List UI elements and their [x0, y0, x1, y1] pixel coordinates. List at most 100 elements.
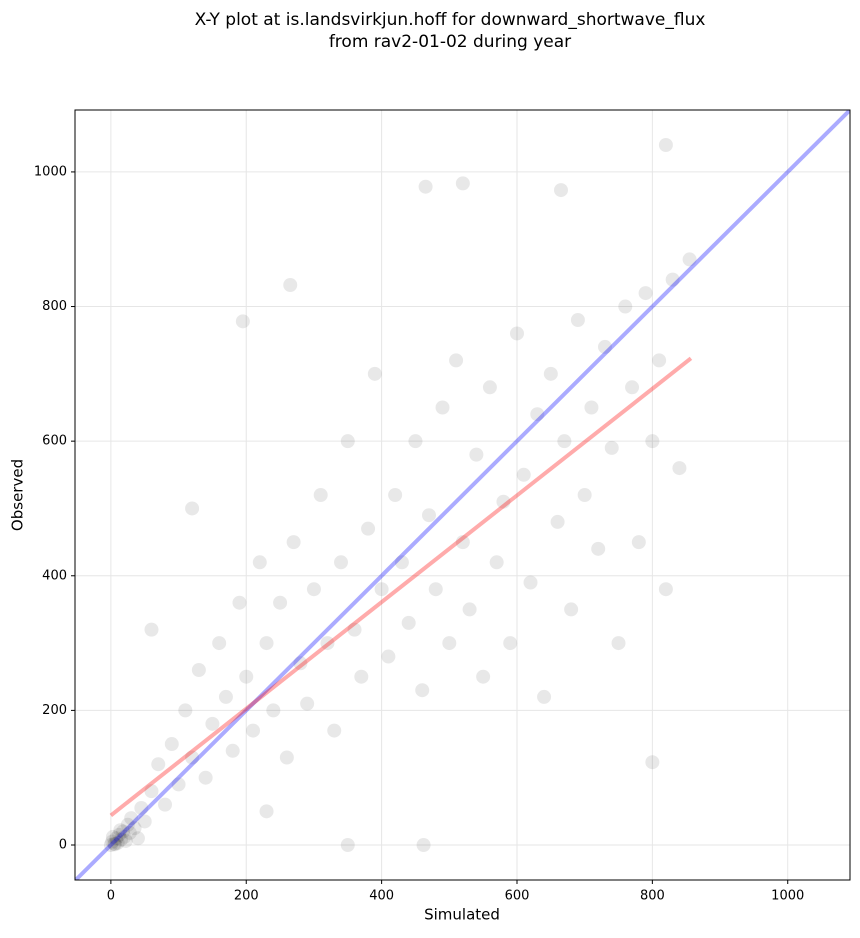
- point: [682, 252, 697, 267]
- point: [496, 494, 511, 509]
- point: [320, 636, 335, 651]
- point: [476, 669, 491, 684]
- point: [198, 770, 213, 785]
- x-tick-label: 1000: [771, 889, 804, 904]
- point: [103, 838, 118, 852]
- point: [449, 353, 464, 368]
- point: [144, 622, 159, 637]
- point: [212, 636, 227, 651]
- x-tick-label: 600: [505, 889, 530, 904]
- point: [530, 407, 545, 422]
- fit-line: [109, 356, 693, 817]
- point: [109, 831, 124, 846]
- point: [577, 488, 592, 502]
- point: [462, 602, 477, 617]
- point: [435, 400, 450, 415]
- point: [171, 777, 186, 792]
- point: [130, 831, 145, 846]
- point: [266, 703, 281, 718]
- point: [117, 829, 132, 844]
- point: [564, 602, 579, 617]
- point: [645, 434, 660, 449]
- point: [158, 797, 173, 812]
- y-tick-label: 1000: [34, 164, 67, 179]
- point: [127, 821, 142, 836]
- point: [442, 636, 457, 651]
- point: [672, 461, 687, 476]
- point: [225, 743, 240, 758]
- point: [273, 595, 288, 610]
- point: [428, 582, 443, 597]
- point: [482, 380, 497, 395]
- point: [611, 636, 626, 651]
- point: [120, 817, 135, 832]
- point: [618, 299, 633, 314]
- point: [327, 723, 342, 738]
- point: [374, 582, 389, 597]
- point: [105, 834, 120, 849]
- point: [340, 838, 355, 852]
- point: [113, 823, 128, 838]
- point: [381, 649, 396, 664]
- y-tick-label: 600: [42, 434, 67, 449]
- point: [144, 784, 159, 799]
- point: [625, 380, 640, 395]
- plot-area: [75, 110, 850, 880]
- point: [415, 683, 430, 698]
- point: [416, 838, 431, 852]
- point: [347, 622, 362, 637]
- point: [334, 555, 349, 570]
- point: [137, 814, 152, 829]
- point: [401, 615, 416, 630]
- point: [340, 434, 355, 449]
- point: [218, 689, 233, 704]
- point: [584, 400, 599, 415]
- point: [252, 555, 267, 570]
- axes-frame: [74, 109, 851, 881]
- point: [111, 827, 126, 842]
- point: [124, 811, 139, 826]
- point: [597, 339, 612, 354]
- point: [537, 689, 552, 704]
- point: [604, 440, 619, 455]
- point: [645, 755, 660, 770]
- point: [553, 183, 568, 198]
- y-tick-label: 200: [42, 703, 67, 718]
- x-axis-label: Simulated: [424, 906, 500, 924]
- point: [116, 824, 131, 839]
- point: [354, 669, 369, 684]
- point: [489, 555, 504, 570]
- point: [279, 750, 294, 765]
- point: [205, 716, 220, 731]
- point: [235, 314, 250, 329]
- point: [421, 508, 436, 523]
- point: [118, 833, 133, 848]
- point: [658, 582, 673, 597]
- x-tick-label: 400: [369, 889, 394, 904]
- x-tick-label: 200: [234, 889, 259, 904]
- point: [516, 467, 531, 482]
- point: [313, 488, 328, 502]
- point: [191, 663, 206, 677]
- point: [300, 696, 315, 711]
- point: [503, 636, 518, 651]
- point: [105, 829, 120, 844]
- point: [178, 703, 193, 718]
- y-tick-label: 0: [59, 838, 67, 853]
- point: [543, 366, 558, 381]
- point: [550, 514, 565, 529]
- y-tick-label: 400: [42, 568, 67, 583]
- point: [455, 176, 470, 191]
- point: [418, 179, 433, 194]
- point: [665, 272, 680, 287]
- point: [652, 353, 667, 368]
- chart-title: from rav2-01-02 during year: [329, 32, 571, 52]
- point: [185, 501, 200, 516]
- point: [107, 837, 122, 852]
- point: [122, 825, 137, 840]
- point: [469, 447, 484, 462]
- point: [394, 555, 409, 570]
- point: [185, 750, 200, 765]
- point: [638, 286, 653, 301]
